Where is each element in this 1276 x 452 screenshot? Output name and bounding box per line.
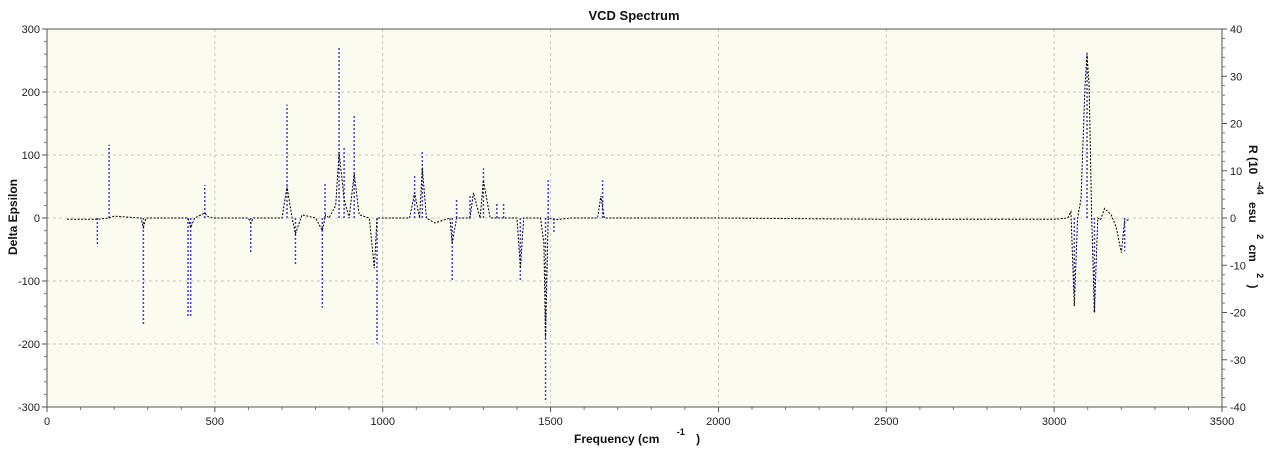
y2-title-mid2: cm — [1246, 244, 1260, 261]
y-axis-right-title: R (10 -44 esu 2 cm 2 ) — [1246, 145, 1268, 288]
y-tick-label: 100 — [22, 150, 40, 162]
y-axis-left-title: Delta Epsilon — [6, 179, 20, 255]
x-tick-label: 1000 — [370, 416, 394, 428]
grid-lines — [47, 29, 1222, 407]
y2-title-main: R (10 — [1246, 145, 1260, 175]
y-tick-label: -200 — [18, 339, 40, 351]
x-axis: 0 500 1000 1500 2000 2500 3000 3500 — [44, 407, 1234, 428]
chart-title: VCD Spectrum — [588, 8, 679, 23]
y-axis-left: -300 -200 -100 0 100 200 300 — [18, 24, 47, 414]
x-tick-label: 3000 — [1042, 416, 1066, 428]
x-axis-title: Frequency (cm -1 ) — [574, 424, 700, 446]
y2-tick-label: 40 — [1230, 24, 1242, 36]
y-axis-right: -40 -30 -20 -10 0 10 20 30 40 — [1222, 24, 1246, 414]
y2-title-sup2: 2 — [1255, 234, 1265, 239]
y2-tick-label: -40 — [1230, 402, 1246, 414]
y2-title-close: ) — [1246, 284, 1260, 288]
y2-title-sup3: 2 — [1255, 273, 1265, 278]
y-tick-label: -300 — [18, 402, 40, 414]
x-axis-title-sup: -1 — [677, 427, 685, 437]
x-tick-label: 2000 — [706, 416, 730, 428]
y2-title-sup1: -44 — [1255, 182, 1265, 195]
x-tick-label: 3500 — [1210, 416, 1234, 428]
y2-title-mid: esu — [1246, 202, 1260, 223]
y2-tick-label: 10 — [1230, 166, 1242, 178]
x-tick-label: 0 — [44, 416, 50, 428]
y-tick-label: 200 — [22, 87, 40, 99]
y2-tick-label: 0 — [1230, 213, 1236, 225]
x-tick-label: 1500 — [538, 416, 562, 428]
y2-tick-label: 30 — [1230, 71, 1242, 83]
y2-tick-label: -10 — [1230, 260, 1246, 272]
y2-tick-label: 20 — [1230, 119, 1242, 131]
spectrum-line — [67, 54, 1130, 338]
x-tick-label: 2500 — [874, 416, 898, 428]
x-axis-title-main: Frequency (cm — [574, 432, 659, 446]
y-tick-label: 300 — [22, 24, 40, 36]
y2-tick-label: -30 — [1230, 355, 1246, 367]
x-tick-label: 500 — [206, 416, 224, 428]
y-tick-label: 0 — [34, 213, 40, 225]
y2-tick-label: -20 — [1230, 308, 1246, 320]
y-tick-label: -100 — [18, 276, 40, 288]
x-axis-title-close: ) — [696, 432, 700, 446]
